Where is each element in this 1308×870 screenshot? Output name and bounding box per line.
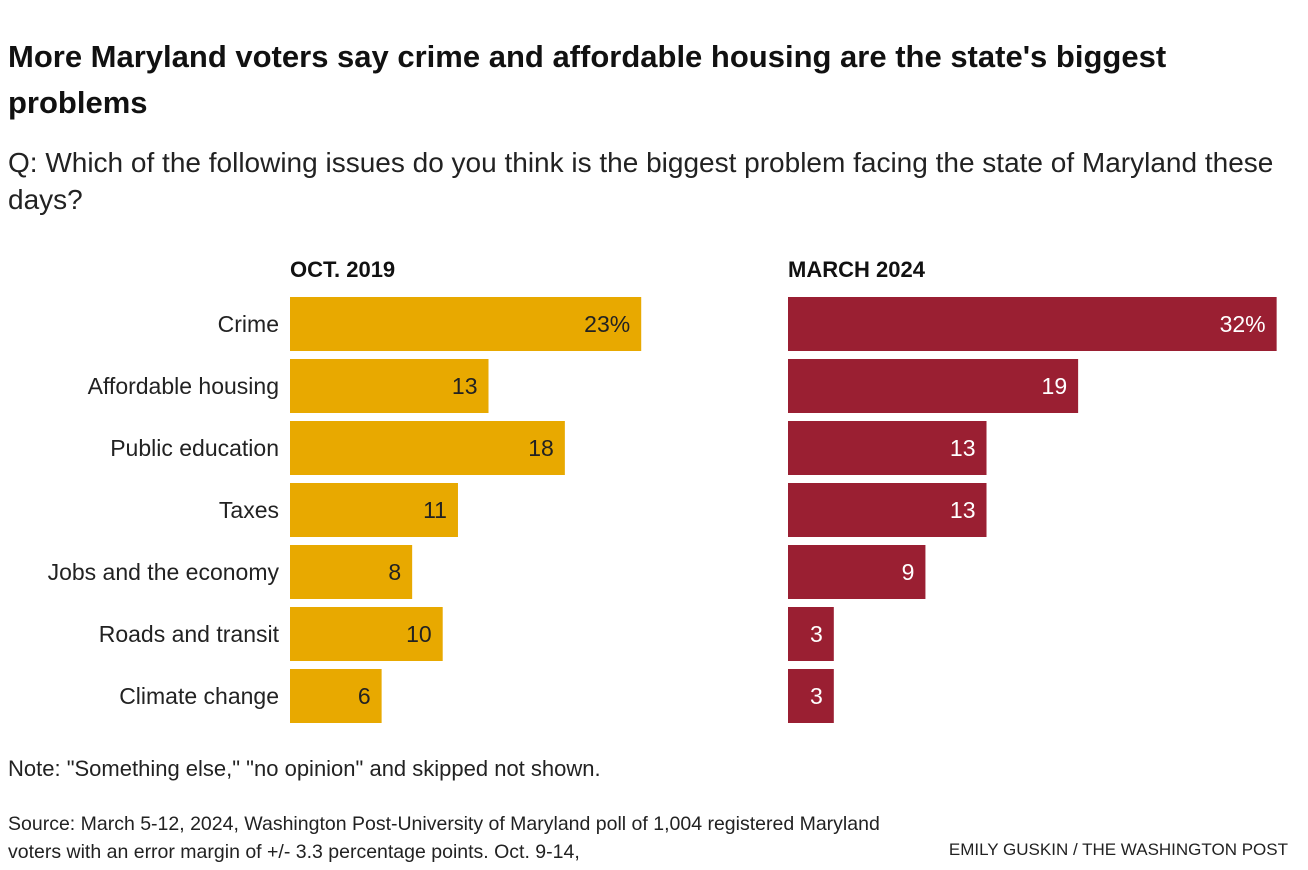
- bar: [788, 297, 1277, 351]
- category-label: Roads and transit: [99, 621, 280, 647]
- data-label: 9: [902, 559, 915, 585]
- data-label: 18: [528, 435, 554, 461]
- bar: [788, 545, 926, 599]
- bar: [290, 421, 565, 475]
- data-label: 32%: [1220, 311, 1266, 337]
- bar: [788, 359, 1079, 413]
- bar: [290, 607, 443, 661]
- panel-title: MARCH 2024: [788, 257, 926, 282]
- bar: [290, 359, 489, 413]
- bar: [290, 297, 642, 351]
- chart-note: Note: "Something else," "no opinion" and…: [8, 756, 601, 781]
- data-label: 3: [810, 621, 823, 647]
- chart-subtitle: Q: Which of the following issues do you …: [8, 147, 1274, 215]
- data-label: 8: [388, 559, 401, 585]
- category-label: Climate change: [119, 683, 279, 709]
- category-label: Crime: [218, 311, 279, 337]
- category-label: Taxes: [219, 497, 279, 523]
- category-label: Public education: [110, 435, 279, 461]
- data-label: 6: [358, 683, 371, 709]
- bar: [788, 421, 987, 475]
- data-label: 23%: [584, 311, 630, 337]
- bar: [788, 607, 834, 661]
- data-label: 3: [810, 683, 823, 709]
- bar: [290, 545, 413, 599]
- data-label: 11: [423, 497, 447, 523]
- data-label: 10: [406, 621, 432, 647]
- data-label: 19: [1042, 373, 1068, 399]
- chart-title: More Maryland voters say crime and affor…: [8, 39, 1167, 120]
- data-label: 13: [452, 373, 478, 399]
- category-label: Jobs and the economy: [48, 559, 280, 585]
- chart-credit: EMILY GUSKIN / THE WASHINGTON POST: [948, 840, 1288, 859]
- bar: [788, 669, 834, 723]
- chart-source: Source: March 5-12, 2024, Washington Pos…: [8, 813, 880, 863]
- data-label: 13: [950, 497, 976, 523]
- data-label: 13: [950, 435, 976, 461]
- bar: [788, 483, 987, 537]
- category-label: Affordable housing: [88, 373, 279, 399]
- bar: [290, 669, 382, 723]
- bar: [290, 483, 458, 537]
- bar-chart: Crime Affordable housing Public education T…: [48, 257, 1277, 723]
- panel-title: OCT. 2019: [290, 257, 395, 282]
